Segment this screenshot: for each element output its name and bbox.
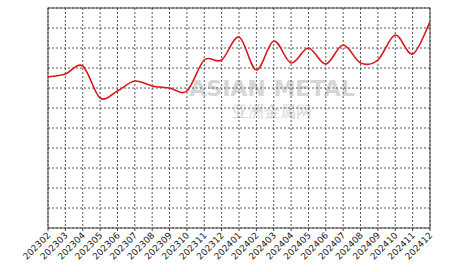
x-tick bbox=[343, 228, 344, 231]
x-tick bbox=[412, 228, 413, 231]
x-tick bbox=[377, 228, 378, 231]
x-tick bbox=[325, 228, 326, 231]
grid-line bbox=[377, 8, 378, 228]
grid-line bbox=[308, 8, 309, 228]
x-tick bbox=[239, 228, 240, 231]
x-tick bbox=[430, 228, 431, 231]
x-tick bbox=[273, 228, 274, 231]
x-tick bbox=[360, 228, 361, 231]
x-tick bbox=[221, 228, 222, 231]
grid-line bbox=[152, 8, 153, 228]
x-tick bbox=[395, 228, 396, 231]
grid-line bbox=[395, 8, 396, 228]
grid-line bbox=[65, 8, 66, 228]
grid-line bbox=[117, 8, 118, 228]
grid-line bbox=[221, 8, 222, 228]
x-tick bbox=[152, 228, 153, 231]
x-tick bbox=[100, 228, 101, 231]
grid-line bbox=[343, 8, 344, 228]
watermark: 亚洲金属网 bbox=[232, 102, 312, 121]
x-tick bbox=[48, 228, 49, 231]
grid-line bbox=[239, 8, 240, 228]
x-tick bbox=[308, 228, 309, 231]
x-tick bbox=[65, 228, 66, 231]
x-tick bbox=[169, 228, 170, 231]
x-tick bbox=[204, 228, 205, 231]
x-tick bbox=[291, 228, 292, 231]
x-tick bbox=[186, 228, 187, 231]
chart: ASIAN METAL亚洲金属网202302202303202304202305… bbox=[0, 0, 466, 272]
x-tick bbox=[117, 228, 118, 231]
grid-line bbox=[82, 8, 83, 228]
grid-line bbox=[169, 8, 170, 228]
x-tick bbox=[256, 228, 257, 231]
grid-line bbox=[256, 8, 257, 228]
x-tick bbox=[134, 228, 135, 231]
grid-line bbox=[134, 8, 135, 228]
grid-line bbox=[291, 8, 292, 228]
plot-frame bbox=[48, 8, 430, 228]
grid-line bbox=[412, 8, 413, 228]
line-series bbox=[48, 22, 430, 99]
grid-line bbox=[186, 8, 187, 228]
grid-line bbox=[100, 8, 101, 228]
grid-line bbox=[204, 8, 205, 228]
x-tick-label: 202412 bbox=[403, 230, 434, 261]
grid-line bbox=[325, 8, 326, 228]
x-tick bbox=[82, 228, 83, 231]
grid-line bbox=[360, 8, 361, 228]
plot-area bbox=[48, 22, 430, 99]
